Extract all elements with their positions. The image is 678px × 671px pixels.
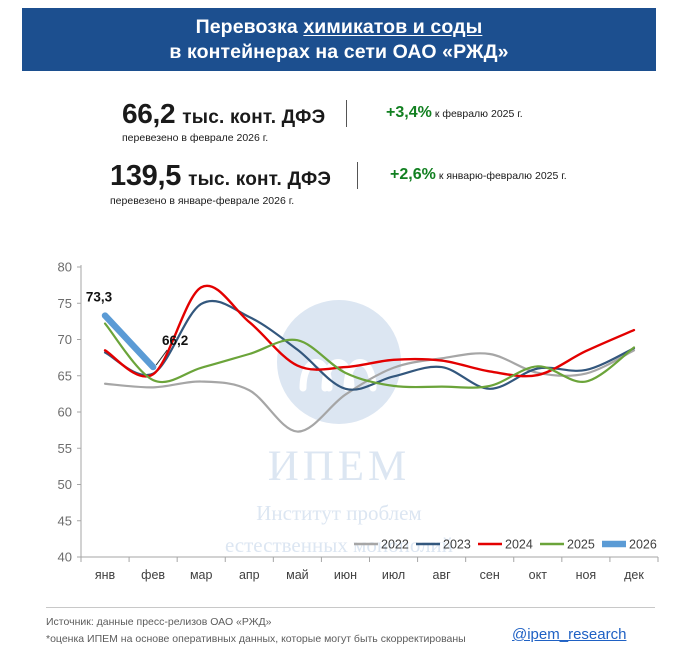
watermark-subtitle-1: Институт проблем — [256, 501, 421, 525]
kpi-comparison-period: к январю-февралю 2025 г. — [438, 170, 567, 182]
kpi-value-period: 139,5 — [110, 160, 182, 192]
title-banner: Перевозка химикатов и соды в контейнерах… — [22, 8, 656, 71]
watermark-title: ИПЕМ — [268, 443, 411, 490]
series-line-2026 — [101, 312, 157, 371]
series-line-2022 — [103, 349, 636, 433]
y-tick-label: 55 — [58, 441, 72, 456]
kpi-left-month: 66,2 тыс. конт. ДФЭ перевезено в феврале… — [122, 98, 422, 144]
kpi-section: 66,2 тыс. конт. ДФЭ перевезено в феврале… — [0, 98, 678, 222]
kpi-divider-month — [346, 100, 347, 127]
annotation-feb-value: 66,2 — [162, 333, 188, 348]
legend-label-2026: 2026 — [629, 538, 657, 552]
x-axis-label-апр: апр — [239, 568, 260, 582]
x-axis-label-июл: июл — [382, 568, 405, 582]
chart-legend: 2022 2023 2024 2025 2026 — [354, 538, 657, 552]
footer-text: Источник: данные пресс-релизов ОАО «РЖД»… — [46, 614, 666, 648]
chart-x-labels: янв фев мар апр май июн июл авг сен окт ноя дек — [95, 568, 644, 582]
x-axis-label-май: май — [286, 568, 309, 582]
x-axis-label-авг: авг — [433, 568, 452, 582]
page-title: Перевозка химикатов и соды в контейнерах… — [169, 15, 508, 65]
kpi-unit-period: тыс. конт. ДФЭ — [188, 169, 332, 190]
y-tick-label: 70 — [58, 332, 72, 347]
kpi-divider-period — [357, 162, 358, 189]
kpi-right-period: +2,6% к январю-февралю 2025 г. — [390, 166, 567, 184]
kpi-left-period: 139,5 тыс. конт. ДФЭ перевезено в январе… — [110, 160, 410, 207]
kpi-subtitle-month: перевезено в феврале 2026 г. — [122, 132, 269, 144]
x-axis-label-ноя: ноя — [576, 568, 597, 582]
x-axis-label-окт: окт — [529, 568, 548, 582]
chart-series — [101, 284, 636, 433]
title-line2: в контейнерах на сети ОАО «РЖД» — [169, 40, 509, 63]
y-tick-label: 40 — [58, 550, 72, 565]
series-line-2024 — [103, 284, 636, 378]
line-chart: ИПЕМ Институт проблем естественных монопол… — [0, 252, 678, 592]
kpi-comparison-month: к февралю 2025 г. — [434, 108, 523, 120]
y-tick-label: 50 — [58, 477, 72, 492]
kpi-delta-month: +3,4% — [386, 104, 432, 121]
watermark: ИПЕМ Институт проблем естественных монопол… — [225, 300, 453, 557]
series-line-2025 — [103, 322, 636, 389]
x-axis-label-янв: янв — [95, 568, 116, 582]
y-tick-label: 65 — [58, 368, 72, 383]
x-axis-label-июн: июн — [334, 568, 357, 582]
legend-label-2024: 2024 — [505, 538, 533, 552]
y-tick-label: 45 — [58, 513, 72, 528]
legend-label-2023: 2023 — [443, 538, 471, 552]
title-line1-underlined: химикатов и соды — [303, 15, 483, 38]
kpi-row-period: 139,5 тыс. конт. ДФЭ перевезено в январе… — [0, 160, 678, 222]
x-axis-label-фев: фев — [141, 568, 165, 582]
annotation-leader-line — [155, 349, 168, 366]
series-line-2023 — [103, 299, 636, 391]
x-axis-label-дек: дек — [624, 568, 644, 582]
annotation-jan-value: 73,3 — [86, 290, 113, 305]
y-tick-label: 75 — [58, 296, 72, 311]
kpi-row-month: 66,2 тыс. конт. ДФЭ перевезено в феврале… — [0, 98, 678, 160]
y-tick-label: 80 — [58, 260, 72, 275]
footer-divider — [46, 607, 655, 608]
kpi-right-month: +3,4% к февралю 2025 г. — [386, 104, 523, 122]
y-tick-label: 60 — [58, 405, 72, 420]
kpi-unit-month: тыс. конт. ДФЭ — [182, 107, 326, 128]
chart-canvas: ИПЕМ Институт проблем естественных монопол… — [58, 260, 659, 582]
footer-source: Источник: данные пресс-релизов ОАО «РЖД» — [46, 616, 272, 628]
footer-note: *оценка ИПЕМ на основе оперативных данны… — [46, 633, 466, 645]
watermark-subtitle-2: естественных монополий — [225, 533, 453, 557]
chart-annotations: 73,3 66,2 — [86, 290, 188, 366]
kpi-delta-period: +2,6% — [390, 166, 436, 183]
kpi-subtitle-period: перевезено в январе-феврале 2026 г. — [110, 195, 295, 207]
legend-label-2025: 2025 — [567, 538, 595, 552]
kpi-headline-period: 139,5 тыс. конт. ДФЭ — [110, 160, 410, 193]
legend-label-2022: 2022 — [381, 538, 409, 552]
x-axis-label-мар: мар — [190, 568, 213, 582]
kpi-value-month: 66,2 — [122, 98, 176, 129]
chart-axes: 40 45 50 55 60 65 70 75 80 — [58, 260, 659, 565]
x-axis-label-сен: сен — [480, 568, 500, 582]
ipem-research-handle[interactable]: @ipem_research — [512, 626, 627, 643]
kpi-headline-month: 66,2 тыс. конт. ДФЭ — [122, 98, 422, 130]
title-line1-plain: Перевозка — [195, 15, 304, 38]
